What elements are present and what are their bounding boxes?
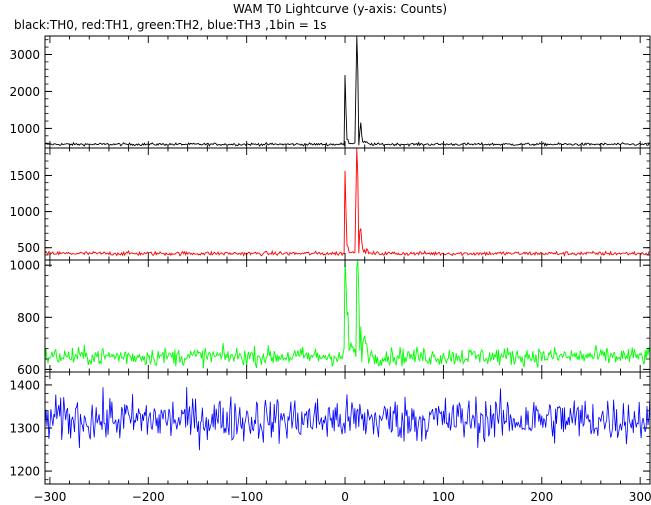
- x-tick-label: 100: [432, 490, 455, 504]
- panel-frame: [44, 147, 651, 261]
- x-tick-label: 200: [530, 490, 553, 504]
- y-tick-label: 2000: [9, 85, 40, 99]
- y-tick-label: 500: [17, 241, 40, 255]
- chart-title: WAM T0 Lightcurve (y-axis: Counts): [233, 2, 447, 16]
- y-tick-label: 1200: [9, 465, 40, 479]
- panel-frame: [44, 35, 651, 149]
- x-tick-label: −100: [230, 490, 263, 504]
- chart-panels: 1000 2000 3000 500 1000 1500 600 800 1000 1200 130…: [9, 35, 651, 485]
- panel-frame: [44, 259, 651, 373]
- y-tick-label: 1300: [9, 422, 40, 436]
- y-tick-label: 1400: [9, 378, 40, 392]
- x-tick-label: 300: [629, 490, 651, 504]
- x-axis: −300 −200 −100 0 100 200 300: [33, 490, 651, 504]
- y-tick-label: 1500: [9, 169, 40, 183]
- y-tick-label: 1000: [9, 259, 40, 273]
- y-tick-label: 800: [17, 311, 40, 325]
- x-tick-label: 0: [341, 490, 349, 504]
- panel-frame: [44, 371, 651, 485]
- chart-subtitle: black:TH0, red:TH1, green:TH2, blue:TH3 …: [14, 18, 327, 32]
- series-line-th3: [45, 387, 650, 451]
- panel-th1: 500 1000 1500: [9, 147, 651, 261]
- x-tick-label: −200: [132, 490, 165, 504]
- series-line-th0: [45, 36, 650, 147]
- panel-th2: 600 800 1000: [9, 259, 651, 377]
- panel-th3: 1200 1300 1400: [9, 371, 651, 485]
- panel-th0: 1000 2000 3000: [9, 35, 651, 149]
- y-tick-label: 600: [17, 363, 40, 377]
- series-line-th1: [45, 148, 650, 258]
- x-tick-label: −300: [33, 490, 66, 504]
- y-tick-label: 3000: [9, 48, 40, 62]
- y-tick-label: 1000: [9, 205, 40, 219]
- y-tick-label: 1000: [9, 122, 40, 136]
- series-line-th2: [45, 260, 650, 369]
